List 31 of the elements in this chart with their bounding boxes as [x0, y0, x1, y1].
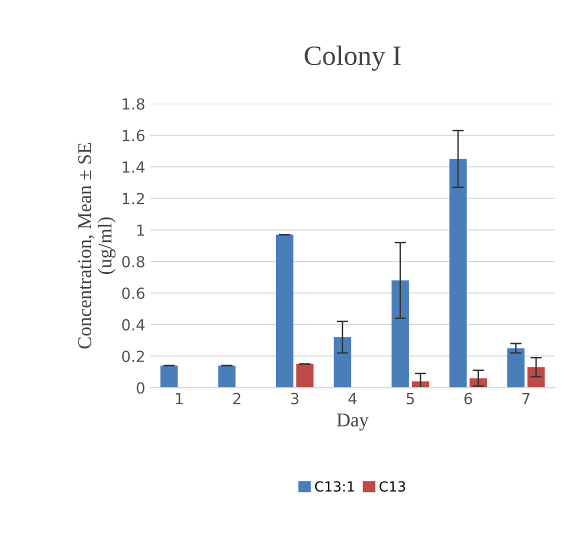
legend-label: C13:1: [315, 481, 354, 492]
bar: [527, 367, 545, 388]
y-tick-label: 0.2: [122, 350, 144, 362]
y-tick-label: 0: [136, 382, 144, 394]
bar: [449, 158, 467, 388]
y-tick-label: 0.8: [122, 256, 144, 268]
y-tick-label: 1.4: [122, 162, 145, 173]
bar: [296, 364, 314, 388]
y-tick-label: 1.2: [122, 192, 144, 204]
x-axis-title: Day: [336, 414, 369, 430]
y-tick-label: 0.4: [122, 319, 145, 331]
chart-title: Colony I: [304, 46, 401, 71]
y-tick-label: 1.8: [122, 98, 144, 110]
x-tick-label: 5: [406, 392, 414, 404]
x-tick-label: 6: [464, 392, 472, 404]
x-tick-label: 3: [291, 392, 298, 404]
x-tick-label: 7: [522, 392, 530, 404]
x-tick-label: 2: [233, 392, 240, 404]
y-tick-label: 1.6: [122, 130, 144, 142]
bar: [218, 366, 236, 388]
y-tick-label: 1: [137, 224, 144, 236]
bar: [160, 366, 178, 388]
bar: [392, 280, 409, 388]
x-tick-label: 1: [176, 392, 183, 404]
bar: [507, 348, 525, 388]
legend-label: C13: [380, 481, 406, 492]
x-tick-label: 4: [348, 392, 357, 404]
y-tick-label: 0.6: [122, 287, 144, 300]
bar: [276, 234, 294, 388]
bar: [334, 337, 352, 388]
y-axis-title: Concentration, Mean ± SE (ug/ml): [78, 143, 116, 349]
